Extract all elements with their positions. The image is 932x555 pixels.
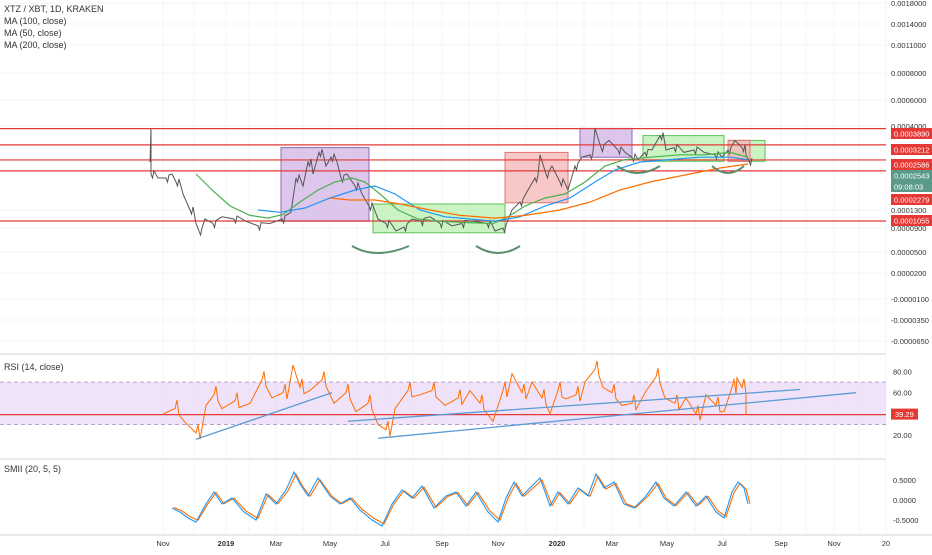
price-label-text: 0.0002586: [894, 161, 929, 170]
price-tick-label: 0.0014000: [891, 20, 926, 29]
rsi-title[interactable]: RSI (14, close): [4, 362, 64, 372]
time-tick-label: May: [323, 539, 337, 548]
smii-line: [171, 470, 749, 527]
rsi-tick-label: 20.00: [893, 431, 912, 440]
time-tick-label: Mar: [606, 539, 619, 548]
ma50-line: [195, 151, 749, 225]
time-axis: Nov 2019 Mar May Jul Sep Nov 2020 Mar May Jul Sep No…: [156, 539, 890, 548]
ma50-legend[interactable]: MA (50, close): [4, 28, 62, 38]
time-tick-label: 20: [882, 539, 890, 548]
smii-tick-label: -0.5000: [893, 516, 918, 525]
smii-title[interactable]: SMII (20, 5, 5): [4, 464, 62, 474]
rsi-current-label: 39.29: [895, 410, 914, 419]
price-tick-label: -0.0000650: [891, 337, 929, 346]
price-tick-label: 0.0000900: [891, 224, 926, 233]
rsi-tick-label: 80.00: [893, 367, 912, 376]
price-tick-label: 0.0006000: [891, 96, 926, 105]
price-label-text: 0.0001055: [894, 217, 929, 226]
pattern-zones: [280, 127, 766, 234]
time-tick-label: May: [660, 539, 674, 548]
rsi-trendline: [377, 392, 857, 439]
rsi-current-badge: [891, 408, 918, 420]
price-tick-label: 0.0018000: [891, 0, 926, 8]
ma200-line: [329, 163, 749, 219]
price-label-badge: [891, 194, 932, 205]
time-tick-label: Jul: [717, 539, 727, 548]
price-label-badge: [891, 144, 932, 155]
rsi-pane: 80.00 60.00 20.00 39.29: [0, 360, 918, 440]
rsi-trendline: [347, 388, 801, 422]
smii-tick-label: 0.5000: [893, 476, 916, 485]
time-tick-label: Jul: [380, 539, 390, 548]
smii-signal-line: [173, 472, 751, 525]
price-tick-label: 0.0001300: [891, 206, 926, 215]
ma100-line: [257, 156, 749, 222]
price-label-badge: [891, 170, 932, 181]
price-tick-label: 0.0000500: [891, 248, 926, 257]
ma100-legend[interactable]: MA (100, close): [4, 16, 67, 26]
rsi-legend: RSI (14, close): [4, 361, 64, 373]
price-tick-label: -0.0000350: [891, 316, 929, 325]
time-tick-label: 2020: [549, 539, 566, 548]
price-label-badge: [891, 159, 932, 170]
shoulder-arc: [616, 165, 661, 174]
price-label-text: 0.0002279: [894, 196, 929, 205]
price-tick-label: 0.0008000: [891, 69, 926, 78]
price-line: [149, 128, 753, 237]
smii-tick-label: 0.0000: [893, 496, 916, 505]
price-tick-label: 0.0000200: [891, 269, 926, 278]
price-label-text: 0.0003212: [894, 146, 929, 155]
shoulder-arc: [711, 165, 745, 174]
ma200-legend[interactable]: MA (200, close): [4, 40, 67, 50]
smii-legend: SMII (20, 5, 5): [4, 463, 61, 475]
grid-lines: [0, 0, 932, 536]
time-tick-label: Sep: [435, 539, 448, 548]
main-legend: XTZ / XBT, 1D, KRAKEN MA (100, close) MA…: [4, 3, 104, 51]
smii-pane: 0.5000 0.0000 -0.5000: [171, 470, 918, 527]
time-tick-label: Nov: [491, 539, 505, 548]
price-series: [149, 128, 753, 237]
price-label-badge: [891, 181, 932, 192]
price-label-text: 0.0002543: [894, 172, 929, 181]
price-label-badge: [891, 128, 932, 139]
rsi-line: [162, 360, 747, 440]
rsi-trendline: [195, 392, 333, 440]
price-axis: 0.0018000 0.0014000 0.0011000 0.0008000 0.00…: [891, 0, 932, 346]
price-tick-label: 0.0011000: [891, 41, 926, 50]
time-tick-label: Sep: [774, 539, 787, 548]
time-tick-label: Nov: [156, 539, 170, 548]
price-label-badge: [891, 215, 932, 226]
time-tick-label: Nov: [827, 539, 841, 548]
price-tick-label: 0.0004000: [891, 122, 926, 131]
shoulder-arcs: [351, 165, 745, 254]
shoulder-arc: [475, 245, 521, 254]
price-tick-label: -0.0000100: [891, 295, 929, 304]
shoulder-arc: [351, 245, 410, 254]
price-label-text: 0.0003890: [894, 130, 929, 139]
symbol-title[interactable]: XTZ / XBT, 1D, KRAKEN: [4, 4, 104, 14]
rsi-tick-label: 60.00: [893, 389, 912, 398]
moving-averages: [195, 151, 749, 225]
price-label-text: 09:08:03: [894, 183, 923, 192]
time-tick-label: Mar: [270, 539, 283, 548]
pattern-zone: [372, 203, 506, 234]
time-tick-label: 2019: [218, 539, 235, 548]
